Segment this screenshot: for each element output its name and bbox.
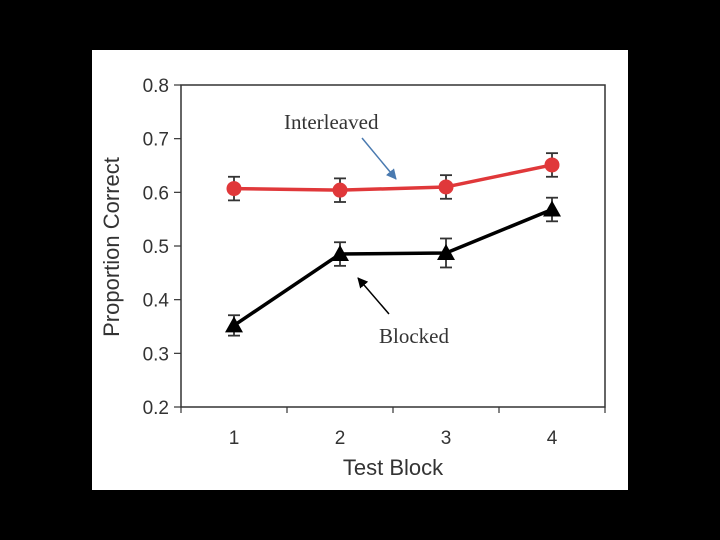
data-point [332, 182, 348, 198]
annotation-blocked: Blocked [379, 324, 449, 348]
series-blocked [225, 196, 561, 337]
chart-figure: 0.2 0.3 0.4 0.5 0.6 0.7 0.8 1 2 3 4 Test Block Pr… [92, 50, 628, 490]
data-point [544, 157, 560, 173]
y-tick-label: 0.3 [143, 344, 169, 365]
data-point [543, 200, 561, 217]
x-tick-label: 3 [441, 428, 452, 449]
data-point [225, 316, 243, 333]
x-axis-title: Test Block [343, 455, 444, 480]
y-tick-label: 0.6 [143, 183, 169, 204]
y-axis-title: Proportion Correct [99, 157, 124, 337]
y-tick-label: 0.2 [143, 398, 169, 419]
annotation-interleaved: Interleaved [284, 110, 379, 134]
x-tick-label: 1 [229, 428, 240, 449]
series-line-interleaved [233, 163, 553, 192]
data-point [226, 181, 242, 197]
series-line-blocked [233, 207, 553, 327]
line-chart: 0.2 0.3 0.4 0.5 0.6 0.7 0.8 1 2 3 4 Test Block Pr… [99, 76, 606, 480]
data-point [437, 243, 455, 260]
x-tick-label: 4 [547, 428, 558, 449]
y-tick-label: 0.7 [143, 130, 169, 151]
data-point [438, 179, 454, 195]
y-tick-label: 0.4 [143, 291, 170, 312]
annotation-arrow [357, 277, 390, 315]
data-point [331, 245, 349, 262]
annotation-arrow [361, 137, 397, 180]
y-tick-label: 0.5 [143, 237, 169, 258]
y-tick-label: 0.8 [143, 76, 169, 97]
series-interleaved [226, 152, 560, 203]
x-tick-label: 2 [335, 428, 346, 449]
plot-area [180, 84, 606, 408]
